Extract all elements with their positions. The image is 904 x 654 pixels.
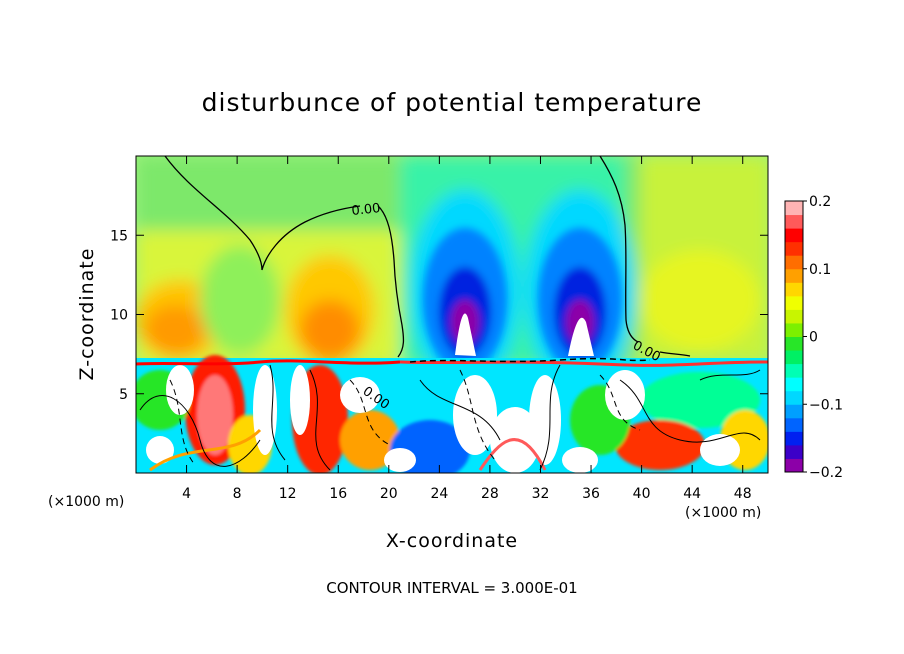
colorbar-tick-label: −0.2 [809,465,843,481]
x-tick-label: 8 [233,486,242,502]
chart-title: disturbunce of potential temperature [202,88,703,117]
x-tick-label: 16 [329,486,347,502]
contour-interval-note: CONTOUR INTERVAL = 3.000E-01 [326,579,577,597]
y-tick-label: 10 [110,308,128,324]
x-tick-label: 20 [380,486,398,502]
colorbar-tick-label: 0 [809,330,818,346]
y-axis: 5 10 15 [110,228,768,403]
y-axis-label: Z-coordinate [76,248,98,381]
y-tick-label: 5 [119,387,128,403]
x-tick-label: 4 [182,486,191,502]
contour-label: 0.00 [351,201,381,219]
x-axis-unit: (×1000 m) [685,505,761,521]
colorbar-swatch [785,431,803,446]
colorbar-swatch [785,390,803,405]
colorbar-swatch [785,214,803,229]
colorbar-swatch [785,268,803,283]
colorbar-swatch [785,377,803,392]
colorbar-swatch [785,228,803,243]
plot-area: 0.00 0.00 0.00 [136,156,768,473]
colorbar-swatch [785,322,803,337]
colorbar-swatch [785,255,803,270]
x-tick-label: 48 [734,486,752,502]
colorbar-swatch [785,458,803,473]
x-axis-label: X-coordinate [386,530,518,552]
colorbar-swatch [785,336,803,351]
upper-field [136,156,768,390]
colorbar-labels: 0.2 0.1 0 −0.1 −0.2 [803,194,843,481]
colorbar-tick-label: 0.1 [809,262,831,278]
x-tick-label: 44 [683,486,701,502]
x-tick-label: 32 [532,486,550,502]
lower-field [136,355,768,473]
zero-contours [164,156,691,358]
colorbar-swatch [785,201,803,216]
x-tick-label: 12 [279,486,297,502]
y-tick-label: 15 [110,228,128,244]
x-tick-label: 36 [582,486,600,502]
colorbar-swatch [785,417,803,432]
colorbar-swatch [785,282,803,297]
x-tick-label: 24 [430,486,448,502]
colorbar-swatch [785,444,803,459]
y-axis-unit: (×1000 m) [48,494,124,510]
x-tick-label: 40 [633,486,651,502]
colorbar-swatch [785,241,803,256]
colorbar-swatch [785,404,803,419]
colorbar-swatch [785,309,803,324]
x-axis: 4 8 12 16 20 24 28 32 36 40 44 48 [182,156,752,502]
colorbar-tick-label: −0.1 [809,397,843,413]
x-tick-label: 28 [481,486,499,502]
colorbar-swatch [785,363,803,378]
colorbar [784,200,804,473]
colorbar-swatch [785,295,803,310]
colorbar-swatch [785,350,803,365]
colorbar-tick-label: 0.2 [809,194,831,210]
